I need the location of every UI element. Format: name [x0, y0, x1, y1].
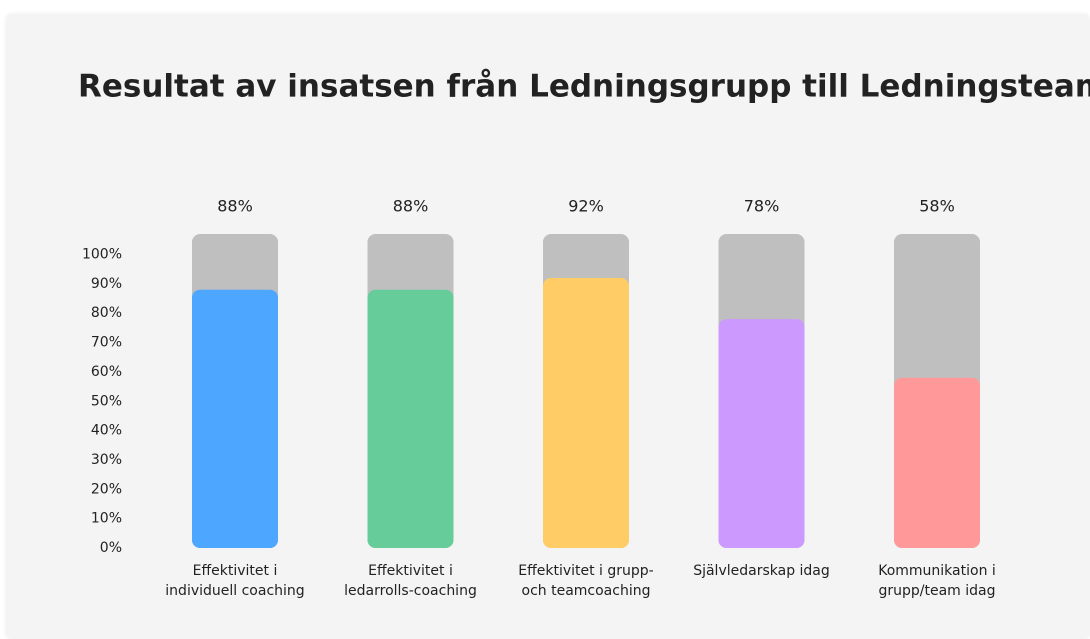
value-label: 78%	[744, 197, 780, 216]
x-tick-label: Effektivitet i ledarrolls-coaching	[344, 563, 477, 599]
bar	[192, 289, 278, 548]
x-tick-label: Självledarskap idag	[693, 563, 830, 579]
bar	[894, 377, 980, 548]
y-tick-label: 80%	[91, 305, 122, 321]
y-tick-label: 50%	[91, 393, 122, 409]
y-tick-label: 100%	[82, 247, 122, 263]
y-tick-label: 30%	[91, 452, 122, 468]
x-tick-label: Kommunikation i grupp/team idag	[878, 563, 996, 599]
x-tick-label: Effektivitet i individuell coaching	[165, 563, 305, 599]
y-tick-label: 0%	[100, 540, 122, 556]
y-tick-label: 60%	[91, 364, 122, 380]
y-tick-label: 20%	[91, 481, 122, 497]
value-label: 92%	[568, 197, 604, 216]
bar	[543, 278, 629, 548]
value-label: 58%	[919, 197, 955, 216]
chart-title: Resultat av insatsen från Ledningsgrupp …	[78, 69, 1090, 105]
y-tick-label: 40%	[91, 423, 122, 439]
y-tick-label: 90%	[91, 276, 122, 292]
value-label: 88%	[393, 197, 429, 216]
y-tick-label: 70%	[91, 335, 122, 351]
y-tick-label: 10%	[91, 511, 122, 527]
value-label: 88%	[217, 197, 253, 216]
bar	[367, 289, 454, 548]
bar	[718, 319, 805, 548]
x-tick-label: Effektivitet i grupp- och teamcoaching	[518, 563, 654, 599]
